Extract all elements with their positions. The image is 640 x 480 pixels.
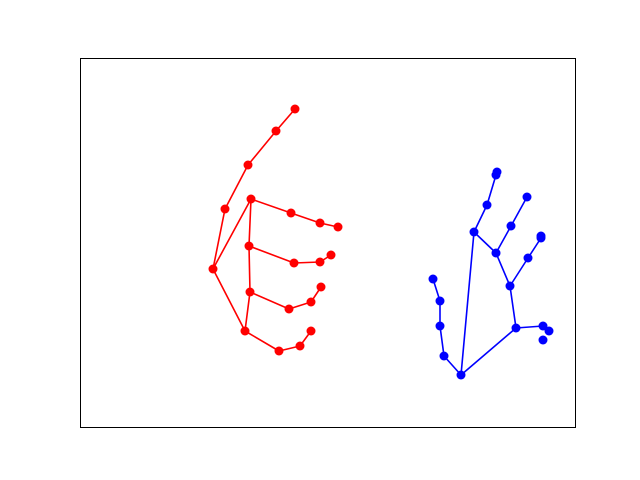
keypoint-marker [244, 241, 254, 251]
bone-line [460, 327, 517, 376]
bone-line [250, 198, 292, 214]
bone-line [439, 325, 445, 357]
keypoint-marker [333, 222, 343, 232]
bone-line [509, 257, 529, 287]
axes-frame [80, 58, 576, 428]
keypoint-marker [306, 326, 316, 336]
keypoint-marker [243, 160, 253, 170]
hand-skeleton-2 [428, 167, 554, 380]
keypoint-marker [491, 248, 501, 258]
keypoint-marker [435, 296, 445, 306]
keypoint-marker [505, 281, 515, 291]
keypoint-marker [428, 274, 438, 284]
keypoint-marker [536, 231, 546, 241]
keypoint-marker [439, 351, 449, 361]
bone-line [495, 252, 511, 287]
bone-line [248, 198, 252, 247]
keypoint-marker [315, 257, 325, 267]
keypoint-marker [538, 321, 548, 331]
keypoint-marker [284, 304, 294, 314]
keypoint-marker [523, 253, 533, 263]
bone-line [212, 268, 246, 332]
keypoint-marker [290, 104, 300, 114]
keypoint-marker [245, 287, 255, 297]
keypoint-marker [522, 192, 532, 202]
keypoint-marker [482, 200, 492, 210]
hand-skeleton-1 [208, 104, 343, 356]
keypoint-marker [286, 208, 296, 218]
keypoint-marker [456, 370, 466, 380]
keypoint-marker [271, 126, 281, 136]
bone-line [224, 164, 249, 210]
bone-line [247, 130, 277, 166]
keypoint-marker [316, 282, 326, 292]
bone-line [495, 225, 512, 254]
keypoint-marker [220, 204, 230, 214]
bone-line [248, 245, 295, 264]
keypoint-marker [326, 250, 336, 260]
bone-line [212, 198, 252, 270]
keypoint-marker [295, 341, 305, 351]
bone-line [244, 330, 280, 352]
bone-line [290, 212, 321, 224]
bone-line [248, 245, 251, 293]
keypoint-marker [435, 321, 445, 331]
bone-line [486, 174, 497, 206]
bone-line [244, 291, 251, 332]
keypoint-marker [246, 194, 256, 204]
keypoint-marker [240, 326, 250, 336]
bone-line [515, 325, 544, 329]
keypoint-marker [506, 221, 516, 231]
keypoint-marker [492, 167, 502, 177]
keypoint-marker [544, 326, 554, 336]
plot-area [208, 104, 554, 380]
bone-line [275, 108, 296, 132]
keypoint-marker [511, 323, 521, 333]
keypoint-marker [306, 297, 316, 307]
keypoint-marker [208, 264, 218, 274]
keypoint-marker [315, 218, 325, 228]
bone-line [473, 231, 497, 254]
bone-line [460, 231, 475, 376]
keypoint-marker [274, 346, 284, 356]
bone-line [249, 291, 290, 310]
bone-line [473, 204, 488, 233]
bone-line [510, 196, 528, 227]
bone-line [509, 285, 517, 329]
keypoint-marker [469, 227, 479, 237]
keypoint-marker [538, 335, 548, 345]
bone-line [212, 208, 226, 270]
keypoint-marker [289, 258, 299, 268]
